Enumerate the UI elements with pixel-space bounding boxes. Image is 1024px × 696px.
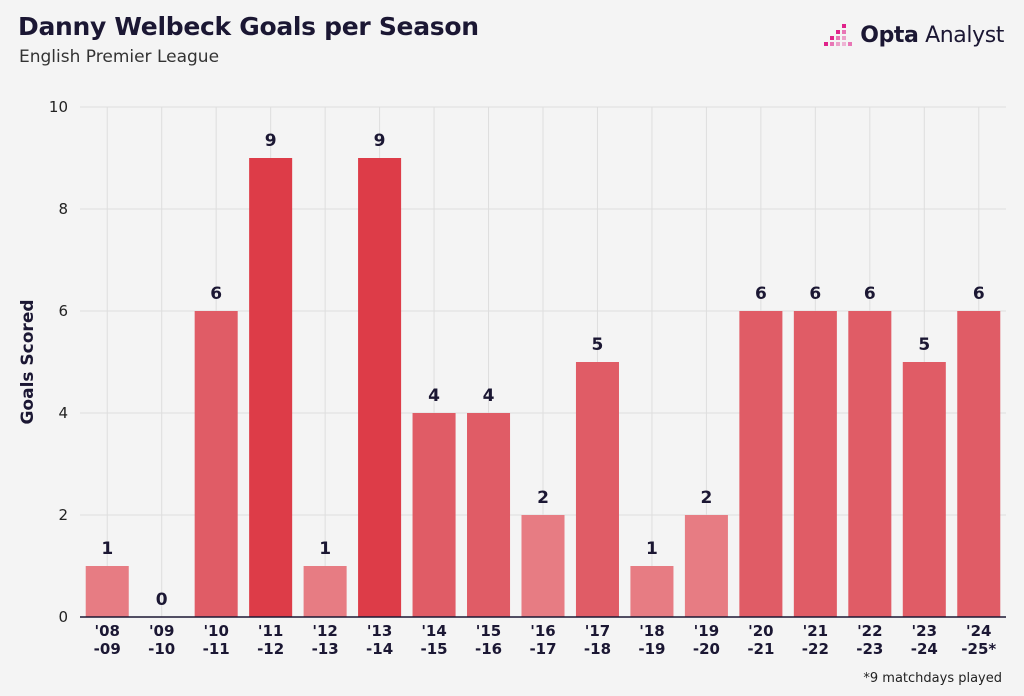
x-tick-label: '16: [530, 622, 555, 640]
x-tick-label: -12: [257, 640, 284, 658]
x-tick-label: -17: [529, 640, 556, 658]
x-tick-label: -25*: [961, 640, 996, 658]
bar: [957, 311, 1001, 617]
x-tick-label: '09: [149, 622, 174, 640]
x-tick-label: -09: [94, 640, 121, 658]
data-label: 6: [755, 284, 767, 304]
x-tick-label: -21: [747, 640, 774, 658]
data-label: 9: [374, 131, 386, 151]
x-tick-label: '20: [748, 622, 773, 640]
y-tick-label: 4: [58, 404, 68, 422]
bar: [194, 311, 238, 617]
x-tick-label: '22: [857, 622, 882, 640]
x-tick-label: -23: [856, 640, 883, 658]
x-tick-label: -20: [693, 640, 720, 658]
logo-text: Opta Analyst: [860, 22, 1004, 48]
x-tick-label: '21: [803, 622, 828, 640]
bar: [902, 362, 946, 617]
x-tick-label: '23: [912, 622, 937, 640]
data-label: 5: [592, 335, 604, 355]
x-tick-label: -18: [584, 640, 611, 658]
y-axis-label: Goals Scored: [18, 299, 38, 424]
x-tick-label: -19: [638, 640, 665, 658]
bar: [630, 566, 674, 617]
data-label: 5: [918, 335, 930, 355]
bar: [848, 311, 892, 617]
bar: [467, 413, 511, 617]
x-tick-label: '19: [694, 622, 719, 640]
x-tick-label: -22: [802, 640, 829, 658]
x-tick-label: -10: [148, 640, 175, 658]
x-tick-label: -13: [312, 640, 339, 658]
y-tick-label: 8: [58, 200, 68, 218]
bar: [249, 158, 293, 617]
data-label: 6: [210, 284, 222, 304]
x-tick-label: '24: [966, 622, 991, 640]
x-tick-label: '17: [585, 622, 610, 640]
x-tick-label: '13: [367, 622, 392, 640]
opta-bars-icon: [824, 24, 853, 46]
bar: [793, 311, 837, 617]
x-tick-label: -11: [203, 640, 230, 658]
x-tick-label: '18: [639, 622, 664, 640]
x-tick-label: '11: [258, 622, 283, 640]
data-label: 6: [864, 284, 876, 304]
footnote: *9 matchdays played: [863, 671, 1002, 686]
y-tick-label: 6: [58, 302, 68, 320]
x-tick-label: -24: [911, 640, 938, 658]
data-label: 1: [319, 539, 331, 559]
opta-analyst-logo: Opta Analyst: [824, 22, 1004, 48]
data-label: 1: [101, 539, 113, 559]
data-label: 2: [700, 488, 712, 508]
x-tick-label: '15: [476, 622, 501, 640]
data-label: 2: [537, 488, 549, 508]
bar: [575, 362, 619, 617]
x-tick-label: '14: [421, 622, 446, 640]
data-label: 0: [156, 590, 168, 610]
data-label: 6: [809, 284, 821, 304]
bar: [412, 413, 456, 617]
x-tick-label: '08: [95, 622, 120, 640]
chart-title: Danny Welbeck Goals per Season: [18, 12, 479, 41]
data-label: 4: [483, 386, 495, 406]
y-tick-label: 0: [58, 608, 68, 626]
bar: [85, 566, 129, 617]
x-tick-label: '10: [203, 622, 228, 640]
data-label: 9: [265, 131, 277, 151]
chart-subtitle: English Premier League: [19, 47, 220, 67]
data-label: 1: [646, 539, 658, 559]
data-label: 6: [973, 284, 985, 304]
x-tick-label: '12: [312, 622, 337, 640]
y-tick-label: 2: [58, 506, 68, 524]
bar: [303, 566, 347, 617]
bar: [684, 515, 728, 617]
x-tick-label: -14: [366, 640, 393, 658]
bar: [358, 158, 402, 617]
x-tick-label: -15: [421, 640, 448, 658]
data-label: 4: [428, 386, 440, 406]
bar: [521, 515, 565, 617]
bar: [739, 311, 783, 617]
x-tick-label: -16: [475, 640, 502, 658]
y-tick-label: 10: [49, 98, 68, 116]
